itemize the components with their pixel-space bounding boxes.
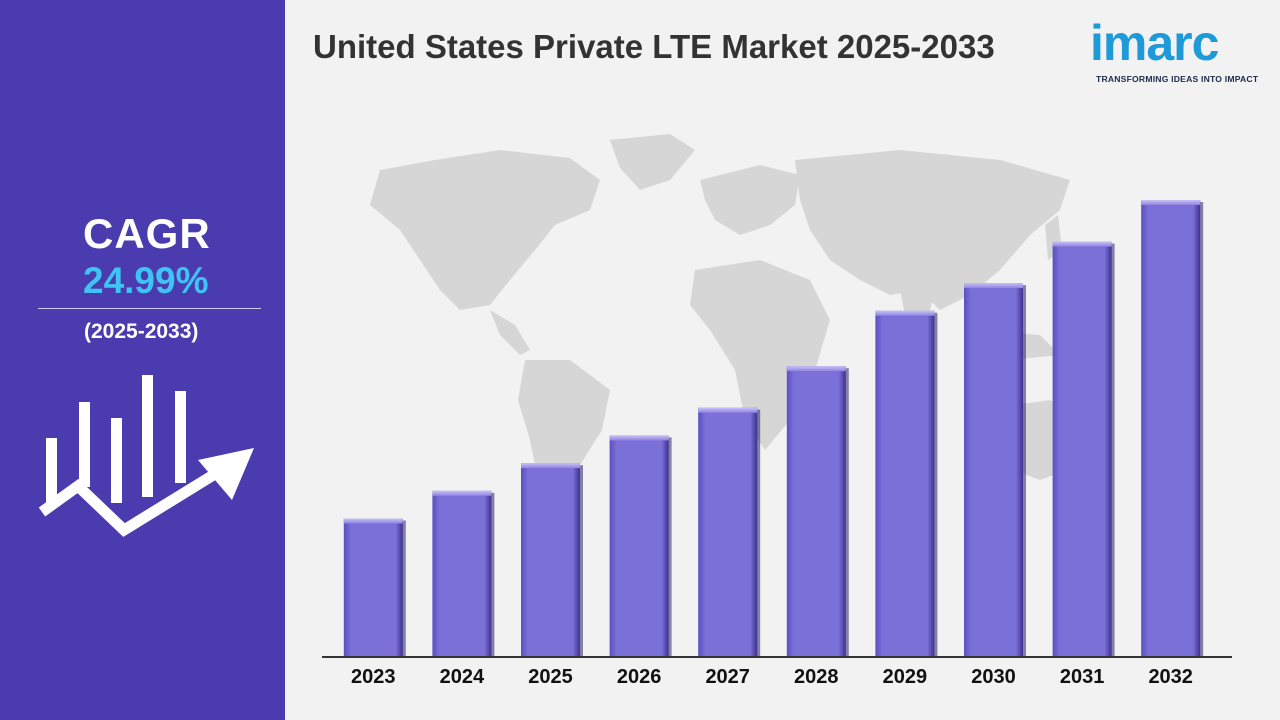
logo-wordmark: imarc: [1090, 15, 1219, 71]
divider: [38, 308, 261, 309]
x-tick-label: 2024: [440, 666, 485, 688]
bar-2030: [964, 283, 1026, 657]
x-tick-label: 2029: [883, 666, 928, 688]
x-tick-label: 2028: [794, 666, 839, 688]
bar-2027: [698, 407, 761, 657]
imarc-logo: imarc TRANSFORMING IDEAS INTO IMPACT: [1090, 8, 1270, 88]
bar-2031: [1052, 241, 1115, 657]
bar-2029: [875, 310, 938, 657]
cagr-period: (2025-2033): [84, 320, 199, 343]
logo-tagline: TRANSFORMING IDEAS INTO IMPACT: [1096, 74, 1259, 84]
x-tick-label: 2025: [528, 666, 573, 688]
x-tick-label: 2030: [971, 666, 1016, 688]
x-tick-label: 2031: [1060, 666, 1105, 688]
sidebar: CAGR 24.99% (2025-2033): [0, 0, 285, 720]
x-tick-label: 2032: [1148, 666, 1193, 688]
bar-2025: [521, 463, 583, 657]
x-tick-label: 2023: [351, 666, 396, 688]
cagr-label: CAGR: [83, 210, 211, 257]
bar-2032: [1141, 200, 1204, 657]
cagr-value: 24.99%: [83, 260, 209, 301]
x-tick-label: 2026: [617, 666, 662, 688]
bar-2023: [343, 518, 406, 657]
x-tick-label: 2027: [705, 666, 750, 688]
growth-chart-arrow-icon: [38, 375, 254, 537]
bar-2024: [432, 490, 495, 657]
bar-2026: [609, 435, 672, 657]
chart-title: United States Private LTE Market 2025-20…: [313, 28, 995, 65]
bar-2028: [786, 366, 849, 657]
